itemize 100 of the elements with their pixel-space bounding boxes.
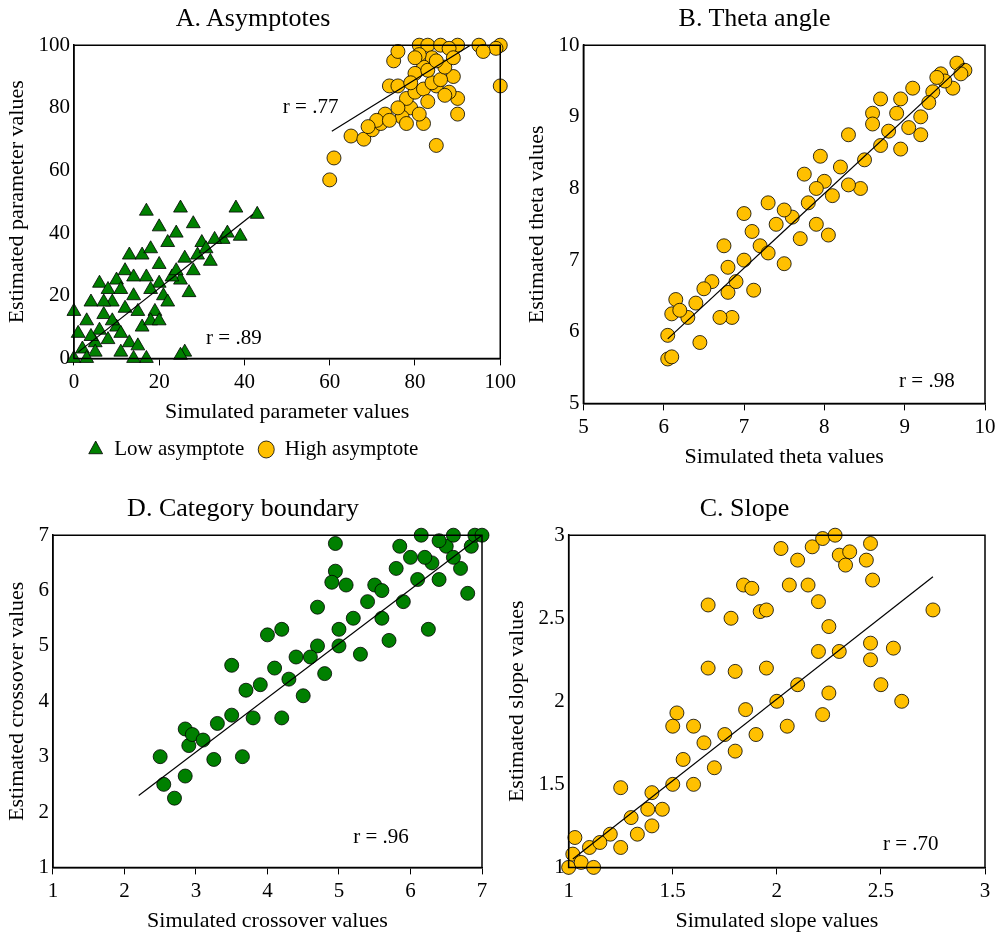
y-tick-label: 4: [38, 687, 50, 712]
point: [360, 594, 375, 610]
annotation: r = .96: [353, 824, 409, 849]
point: [388, 561, 404, 576]
point: [295, 688, 311, 704]
chart-title: C. Slope: [699, 493, 790, 523]
point: [381, 633, 397, 648]
legend-label: Low asymptote: [114, 436, 245, 461]
point: [260, 627, 275, 643]
x-tick-label: 3: [190, 877, 202, 902]
annotation: r = .77: [282, 94, 339, 119]
x-tick-label: 4: [262, 877, 274, 902]
chart-title: D. Category boundary: [127, 493, 359, 523]
point: [460, 585, 476, 601]
y-axis-title: Estimated parameter values: [2, 80, 28, 324]
point: [420, 94, 436, 109]
y-tick-label: 2.5: [538, 604, 565, 629]
x-tick-label: 5: [333, 877, 345, 902]
point: [195, 732, 211, 748]
point: [288, 649, 304, 665]
y-tick-label: 5: [568, 389, 580, 414]
y-tick-label: 10: [558, 31, 580, 56]
point: [224, 707, 240, 723]
point: [224, 657, 240, 673]
point: [331, 621, 347, 637]
x-tick-label: 7: [476, 877, 488, 902]
point: [450, 106, 466, 122]
x-tick-label: 80: [404, 368, 426, 393]
x-tick-label: 6: [658, 413, 669, 438]
point: [324, 574, 340, 590]
point: [453, 561, 468, 576]
point: [382, 112, 397, 128]
y-tick-label: 2: [554, 687, 565, 712]
point: [437, 87, 453, 103]
point: [356, 131, 372, 147]
x-tick-label: 20: [148, 368, 170, 393]
point: [152, 749, 168, 765]
point: [353, 646, 368, 662]
y-tick-label: 6: [38, 577, 49, 602]
point: [433, 72, 448, 88]
point: [399, 116, 414, 131]
x-axis-title: Simulated slope values: [675, 906, 879, 932]
point: [374, 610, 390, 626]
y-tick-label: 8: [568, 175, 580, 199]
y-axis-title: Estimated slope values: [502, 600, 528, 803]
point: [326, 150, 342, 166]
x-tick-label: 8: [819, 413, 830, 438]
point: [274, 621, 290, 637]
point: [403, 549, 418, 565]
point: [428, 138, 444, 153]
y-tick-label: 3: [554, 521, 565, 546]
x-axis-title: Simulated crossover values: [147, 906, 388, 932]
point: [302, 649, 318, 665]
annotation: r = .89: [206, 324, 262, 349]
point: [395, 594, 411, 610]
point: [209, 716, 225, 731]
point: [267, 660, 282, 676]
x-tick-label: 3: [979, 877, 991, 902]
x-tick-label: 7: [738, 413, 750, 438]
point: [177, 768, 193, 784]
point: [431, 572, 447, 587]
x-axis-title: Simulated theta values: [684, 442, 884, 468]
point: [167, 790, 182, 806]
x-tick-label: 100: [484, 368, 516, 393]
y-tick-label: 7: [568, 246, 580, 271]
x-tick-label: 6: [405, 877, 416, 902]
y-tick-label: 40: [48, 219, 70, 244]
x-axis-title: Simulated parameter values: [164, 397, 410, 423]
point: [181, 738, 197, 753]
point: [317, 666, 333, 682]
x-tick-label: 10: [974, 413, 996, 438]
y-tick-label: 9: [568, 103, 580, 128]
point: [343, 128, 359, 144]
y-axis-title: Estimated crossover values: [2, 581, 28, 822]
point: [310, 638, 325, 654]
x-tick-label: 2: [771, 877, 783, 902]
point: [338, 577, 354, 593]
annotation: r = .70: [882, 830, 939, 855]
point: [390, 100, 406, 116]
point: [206, 752, 222, 767]
x-tick-label: 2.5: [867, 877, 895, 902]
point: [156, 776, 172, 792]
y-tick-label: 5: [38, 632, 49, 657]
point: [245, 710, 261, 726]
point: [428, 53, 444, 69]
point: [310, 599, 325, 615]
y-tick-label: 2: [38, 798, 49, 823]
chart-title: A. Asymptotes: [175, 3, 331, 33]
point: [374, 583, 390, 598]
point: [390, 44, 406, 59]
point: [322, 172, 338, 188]
point: [345, 610, 361, 626]
point: [475, 44, 491, 59]
y-tick-label: 1.5: [538, 770, 565, 795]
point: [492, 78, 508, 94]
point: [235, 749, 250, 765]
chart-title: B. Theta angle: [678, 3, 831, 33]
y-tick-label: 6: [568, 318, 580, 343]
y-tick-label: 80: [48, 94, 70, 119]
point: [392, 538, 408, 554]
